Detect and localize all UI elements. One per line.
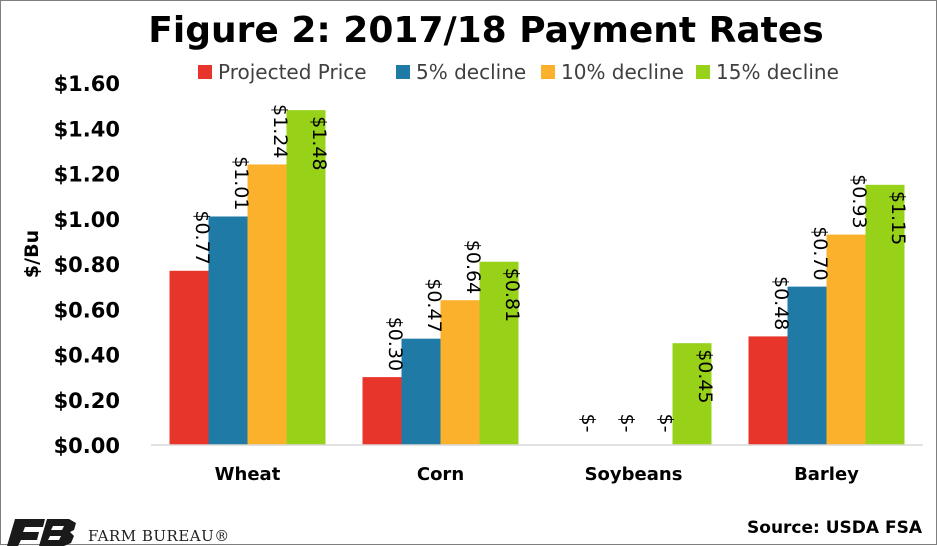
- bar: [401, 338, 441, 445]
- x-tick-label: Soybeans: [585, 464, 683, 485]
- source-note: Source: USDA FSA: [747, 518, 923, 538]
- y-tick-label: $1.40: [54, 117, 120, 141]
- bar: [362, 377, 402, 445]
- legend-swatch: [198, 65, 212, 79]
- y-tick-label: $0.80: [54, 253, 120, 277]
- y-tick-label: $0.20: [54, 389, 120, 413]
- legend-label: 5% decline: [416, 60, 526, 84]
- y-tick-label: $1.20: [54, 163, 120, 187]
- data-label: $0.77: [191, 210, 213, 264]
- bar: [440, 300, 480, 445]
- x-tick-label: Corn: [417, 464, 464, 485]
- bar: [787, 286, 827, 445]
- data-label: $-: [577, 414, 599, 433]
- data-label: $0.70: [809, 226, 831, 280]
- bars: [169, 110, 905, 446]
- data-label: $0.48: [770, 276, 792, 330]
- data-label: $1.48: [308, 116, 330, 170]
- legend-swatch: [696, 65, 710, 79]
- data-label: $0.45: [694, 349, 716, 403]
- y-tick-label: $0.60: [54, 298, 120, 322]
- data-label: $-: [655, 414, 677, 433]
- farm-bureau-logo-text: FARM BUREAU®: [88, 527, 230, 545]
- legend-label: Projected Price: [218, 60, 367, 84]
- y-axis-ticks: $0.00 $0.20 $0.40 $0.60 $0.80 $1.00 $1.20 $1.40…: [54, 72, 120, 458]
- data-label: $0.93: [848, 174, 870, 228]
- legend-swatch: [396, 65, 410, 79]
- bar: [826, 234, 866, 445]
- bar: [247, 164, 287, 445]
- legend: Projected Price 5% decline 10% decline 15% …: [198, 60, 839, 84]
- chart-title: Figure 2: 2017/18 Payment Rates: [148, 10, 823, 51]
- x-tick-label: Wheat: [215, 464, 281, 485]
- data-label: $1.15: [887, 191, 909, 245]
- bar: [672, 343, 712, 445]
- legend-swatch: [541, 65, 555, 79]
- data-label: $0.30: [384, 317, 406, 371]
- farm-bureau-logo-icon: [7, 519, 76, 546]
- y-tick-label: $1.60: [54, 72, 120, 96]
- bar: [208, 216, 248, 445]
- data-label: $1.24: [269, 104, 291, 158]
- bar: [286, 110, 326, 446]
- data-label: $0.81: [501, 268, 523, 322]
- x-axis-ticks: Wheat Corn Soybeans Barley: [215, 464, 860, 485]
- bar: [479, 261, 519, 445]
- y-axis-label: $/Bu: [21, 230, 43, 278]
- data-label: $0.47: [423, 278, 445, 332]
- legend-label: 10% decline: [561, 60, 684, 84]
- y-tick-label: $0.00: [54, 434, 120, 458]
- bar: [748, 336, 788, 445]
- y-tick-label: $0.40: [54, 344, 120, 368]
- data-label: $1.01: [230, 156, 252, 210]
- bar: [865, 184, 905, 445]
- x-tick-label: Barley: [794, 464, 859, 485]
- y-tick-label: $1.00: [54, 208, 120, 232]
- data-labels: $0.77 $1.01 $1.24 $1.48 $0.30 $0.47 $0.64 $0.81…: [191, 104, 909, 432]
- data-label: $0.64: [462, 240, 484, 294]
- bar: [169, 270, 209, 445]
- farm-bureau-logo: FARM BUREAU®: [7, 519, 230, 546]
- data-label: $-: [616, 414, 638, 433]
- legend-label: 15% decline: [716, 60, 839, 84]
